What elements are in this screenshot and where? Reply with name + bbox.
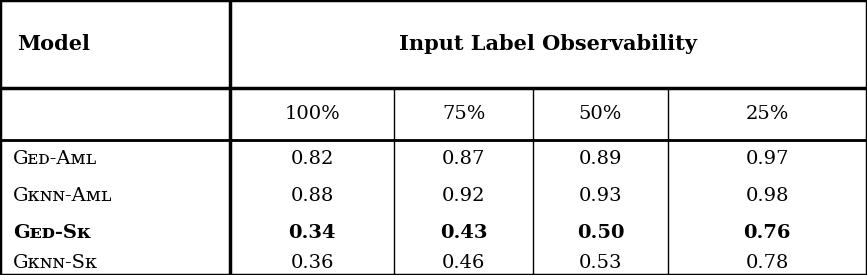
Text: 50%: 50% (578, 105, 623, 123)
Text: 0.46: 0.46 (442, 254, 486, 272)
Text: 0.50: 0.50 (577, 224, 624, 242)
Text: 0.88: 0.88 (290, 187, 334, 205)
Text: 0.53: 0.53 (578, 254, 623, 272)
Text: 0.97: 0.97 (746, 150, 789, 168)
Text: Gᴇᴅ-Aᴍʟ: Gᴇᴅ-Aᴍʟ (13, 150, 97, 168)
Text: 0.98: 0.98 (746, 187, 789, 205)
Text: 0.92: 0.92 (442, 187, 486, 205)
Text: 0.34: 0.34 (289, 224, 336, 242)
Text: 75%: 75% (442, 105, 486, 123)
Text: Gᴋɴɴ-Aᴍʟ: Gᴋɴɴ-Aᴍʟ (13, 187, 113, 205)
Text: 0.93: 0.93 (578, 187, 623, 205)
Text: 0.82: 0.82 (290, 150, 334, 168)
Text: 0.78: 0.78 (746, 254, 789, 272)
Text: Gᴇᴅ-Sᴋ: Gᴇᴅ-Sᴋ (13, 224, 91, 242)
Text: 0.89: 0.89 (578, 150, 623, 168)
Text: Input Label Observability: Input Label Observability (400, 34, 697, 54)
Text: 100%: 100% (284, 105, 340, 123)
Text: 0.87: 0.87 (442, 150, 486, 168)
Text: 25%: 25% (746, 105, 789, 123)
Text: Gᴋɴɴ-Sᴋ: Gᴋɴɴ-Sᴋ (13, 254, 98, 272)
Text: Model: Model (17, 34, 90, 54)
Text: 0.43: 0.43 (440, 224, 487, 242)
Text: 0.36: 0.36 (290, 254, 334, 272)
Text: 0.76: 0.76 (744, 224, 791, 242)
